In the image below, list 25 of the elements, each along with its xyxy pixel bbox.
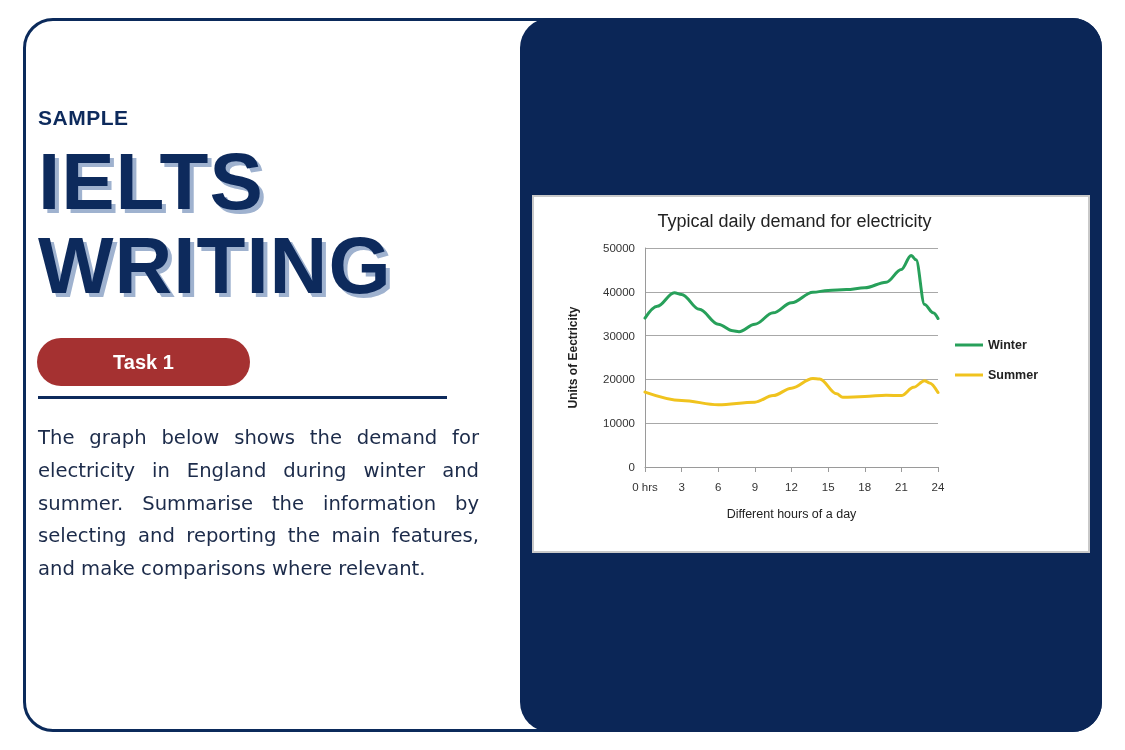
x-axis-title: Different hours of a day — [726, 506, 858, 521]
x-tick-label: 18 — [858, 481, 872, 493]
text: The graph below shows the demand for electricity in England during winter and summer. Summarise the information by selecting and reporting the main features, and make comparisons where relevant. — [38, 425, 479, 583]
x-tick-label: 21 — [894, 481, 908, 493]
line-series — [643, 253, 940, 334]
y-tick-label: 20000 — [603, 373, 635, 386]
y-tick-label: 30000 — [603, 329, 635, 342]
x-tick-label: 6 — [715, 481, 722, 493]
x-tick-label: 9 — [751, 481, 759, 493]
x-tick-label: 24 — [931, 481, 945, 493]
x-tick-label: 0 hrs — [632, 481, 659, 493]
legend-label: Summer — [988, 368, 1039, 382]
line-series — [643, 377, 940, 407]
y-tick-label: 40000 — [603, 285, 635, 298]
y-axis-title: Units of Eectricity — [566, 306, 580, 409]
legend-label: Winter — [988, 338, 1027, 352]
y-tick-label: 50000 — [603, 242, 635, 254]
x-tick-label: 15 — [821, 481, 835, 493]
chart-title: Typical daily demand for electricity — [657, 211, 932, 231]
text: SAMPLE — [38, 106, 129, 130]
x-tick-label: 12 — [785, 481, 798, 493]
text: IELTS WRITING — [38, 137, 393, 310]
y-tick-label: 0 — [628, 461, 635, 473]
x-tick-label: 3 — [678, 481, 685, 493]
y-tick-label: 10000 — [603, 417, 635, 430]
